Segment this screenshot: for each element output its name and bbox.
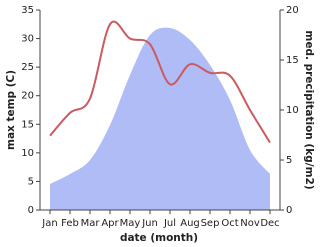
y-tick-label: 15 bbox=[21, 119, 34, 130]
x-tick-label: Jul bbox=[163, 218, 176, 229]
x-tick-label: Mar bbox=[81, 218, 101, 229]
temp-line bbox=[49, 20, 271, 144]
x-tick-label: Nov bbox=[240, 218, 260, 229]
y-tick-label: 0 bbox=[28, 205, 34, 216]
y-tick-label: 25 bbox=[21, 62, 34, 73]
y2-tick-label: 15 bbox=[286, 55, 299, 66]
x-axis-label: date (month) bbox=[120, 232, 198, 244]
y-tick-label: 30 bbox=[21, 34, 34, 45]
x-tick-label: May bbox=[120, 218, 141, 229]
y2-tick-label: 10 bbox=[286, 105, 299, 116]
x-tick-label: Feb bbox=[61, 218, 79, 229]
y2-tick-label: 20 bbox=[286, 5, 299, 16]
y-tick-label: 35 bbox=[21, 5, 34, 16]
y-axis-label: max temp (C) bbox=[5, 70, 17, 150]
x-tick-label: Oct bbox=[221, 218, 238, 229]
x-tick-label: Jun bbox=[141, 218, 158, 229]
y-tick-label: 20 bbox=[21, 91, 34, 102]
y-tick-label: 10 bbox=[21, 148, 34, 159]
x-tick-label: Sep bbox=[201, 218, 220, 229]
y2-axis-label: med. precipitation (kg/m2) bbox=[303, 30, 315, 189]
x-tick-label: Apr bbox=[101, 218, 119, 229]
x-tick-label: Dec bbox=[260, 218, 279, 229]
x-tick-label: Jan bbox=[41, 218, 57, 229]
y-tick-label: 5 bbox=[28, 176, 34, 187]
x-tick-label: Aug bbox=[180, 218, 200, 229]
y2-tick-label: 5 bbox=[286, 155, 292, 166]
precipitation-area bbox=[50, 27, 270, 210]
y2-tick-label: 0 bbox=[286, 205, 292, 216]
